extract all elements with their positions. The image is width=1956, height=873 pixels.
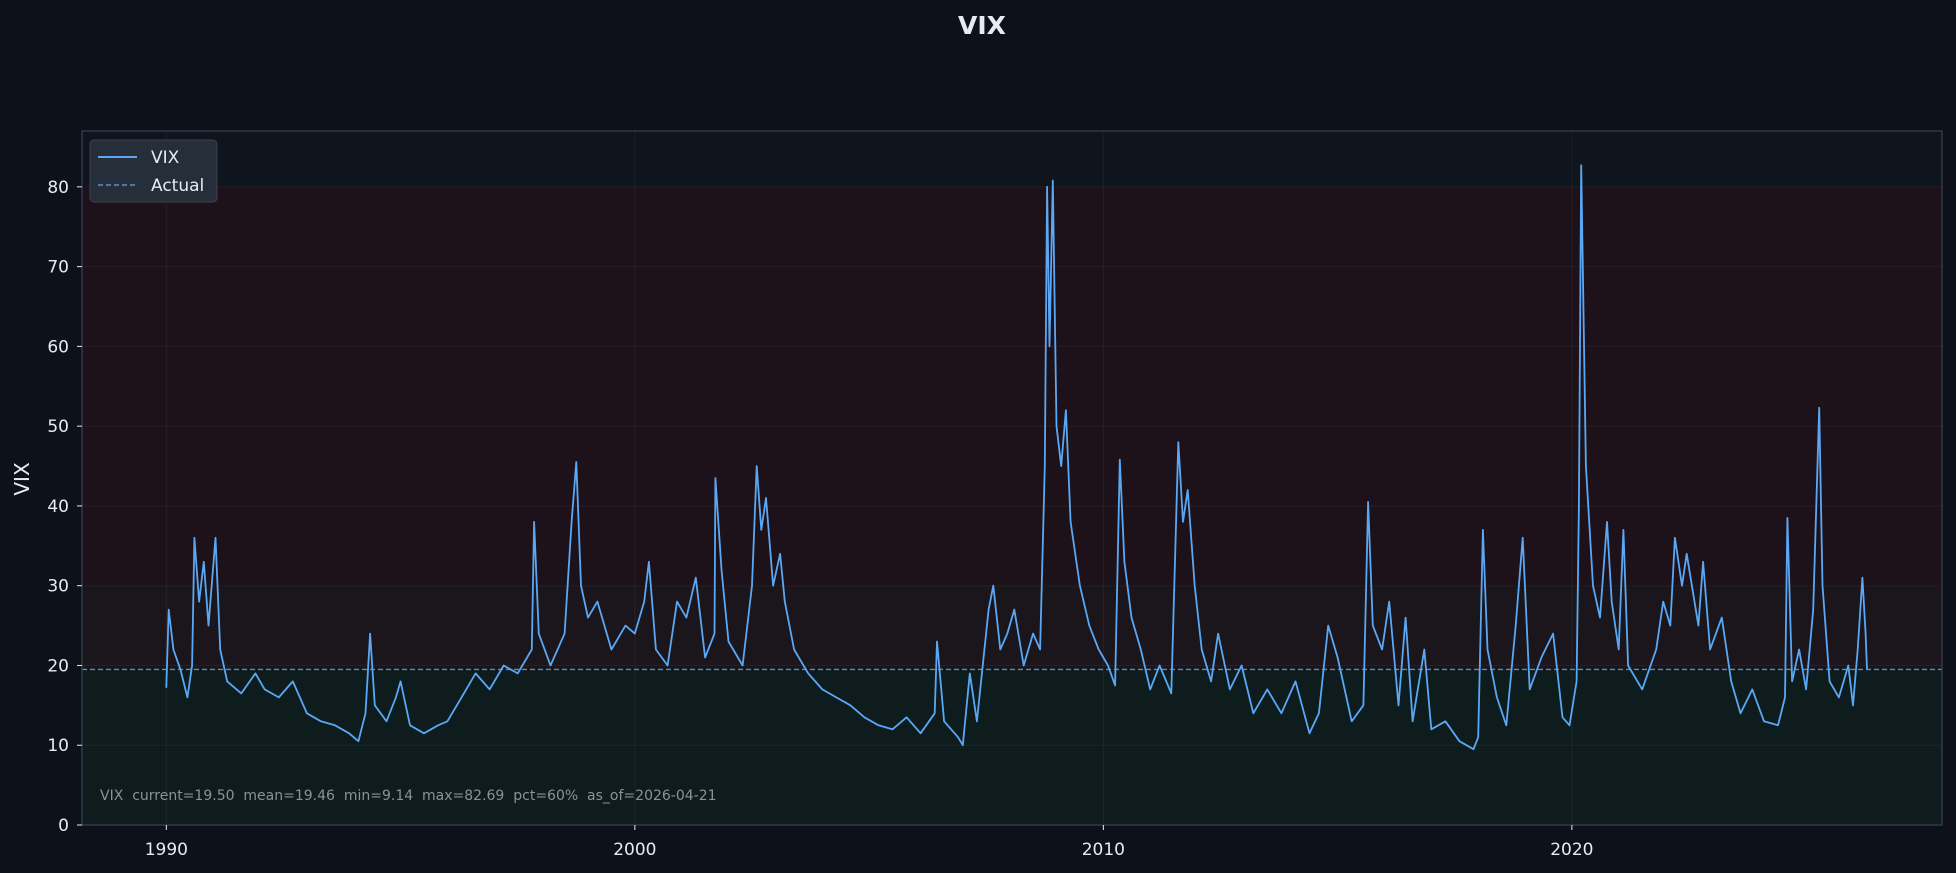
legend: VIX Actual [89,139,218,203]
y-tick-label: 40 [47,497,69,517]
stats-annotation: VIX current=19.50 mean=19.46 min=9.14 ma… [100,788,717,804]
band-2 [82,186,1942,586]
plot-area: 0 10 20 30 40 50 60 70 80 1990 2000 2010 2020 [47,130,1943,860]
y-axis-label: VIX [10,462,34,496]
band-1 [82,585,1942,670]
y-tick-label: 0 [58,816,69,836]
y-tick-label: 30 [47,577,69,597]
y-tick-label: 10 [47,736,69,756]
x-tick-label: 1990 [145,840,188,860]
legend-actual-label: Actual [151,176,204,196]
chart-title: VIX [958,11,1006,40]
x-tick-label: 2000 [613,840,656,860]
x-tick-label: 2010 [1082,840,1125,860]
legend-vix-label: VIX [151,148,180,168]
y-tick-label: 70 [47,258,69,278]
y-tick-label: 50 [47,417,69,437]
legend-box [89,139,218,203]
band-0 [82,669,1942,825]
y-tick-label: 60 [47,337,69,357]
plot-frame [81,130,1943,826]
y-tick-label: 80 [47,178,69,198]
x-tick-label: 2020 [1550,840,1593,860]
series-line-vix [165,164,1868,751]
y-tick-label: 20 [47,656,69,676]
